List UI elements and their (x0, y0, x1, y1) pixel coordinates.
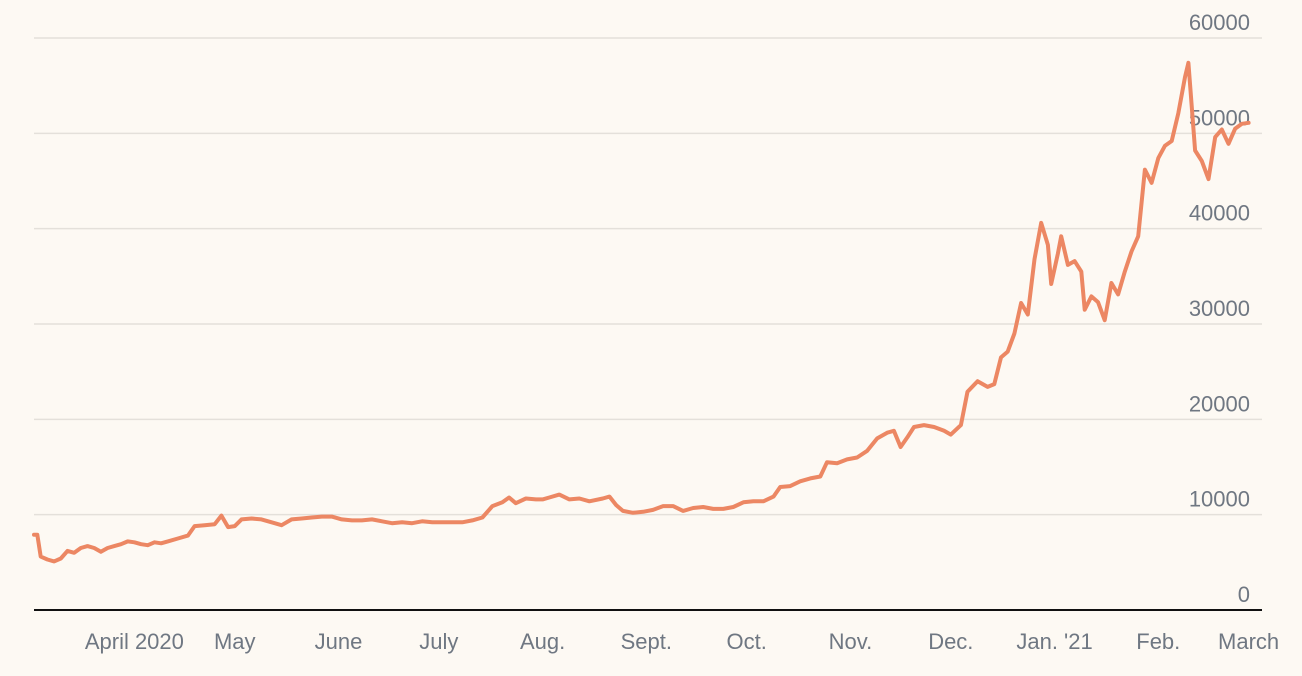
x-tick-label: Aug. (520, 629, 565, 654)
y-tick-label: 40000 (1189, 201, 1250, 226)
x-axis-tick-labels: April 2020 May June July Aug. Sept. Oct. Nov. De… (85, 629, 1279, 654)
x-tick-label: Jan. '21 (1016, 629, 1092, 654)
y-tick-label: 20000 (1189, 391, 1250, 416)
x-tick-label: June (315, 629, 363, 654)
x-tick-label: March (1218, 629, 1279, 654)
x-tick-label: Feb. (1136, 629, 1180, 654)
gridlines (34, 37, 1262, 516)
y-tick-label: 30000 (1189, 296, 1250, 321)
x-tick-label: May (214, 629, 256, 654)
x-tick-label: Dec. (928, 629, 973, 654)
x-tick-label: Nov. (829, 629, 873, 654)
y-tick-label: 60000 (1189, 10, 1250, 35)
price-series-line (32, 60, 1251, 564)
x-tick-label: July (419, 629, 458, 654)
y-tick-label: 10000 (1189, 487, 1250, 512)
x-tick-label: Oct. (727, 629, 767, 654)
x-tick-label: Sept. (621, 629, 672, 654)
y-tick-label: 0 (1238, 582, 1250, 607)
series-layer (32, 60, 1251, 564)
x-tick-label: April 2020 (85, 629, 184, 654)
